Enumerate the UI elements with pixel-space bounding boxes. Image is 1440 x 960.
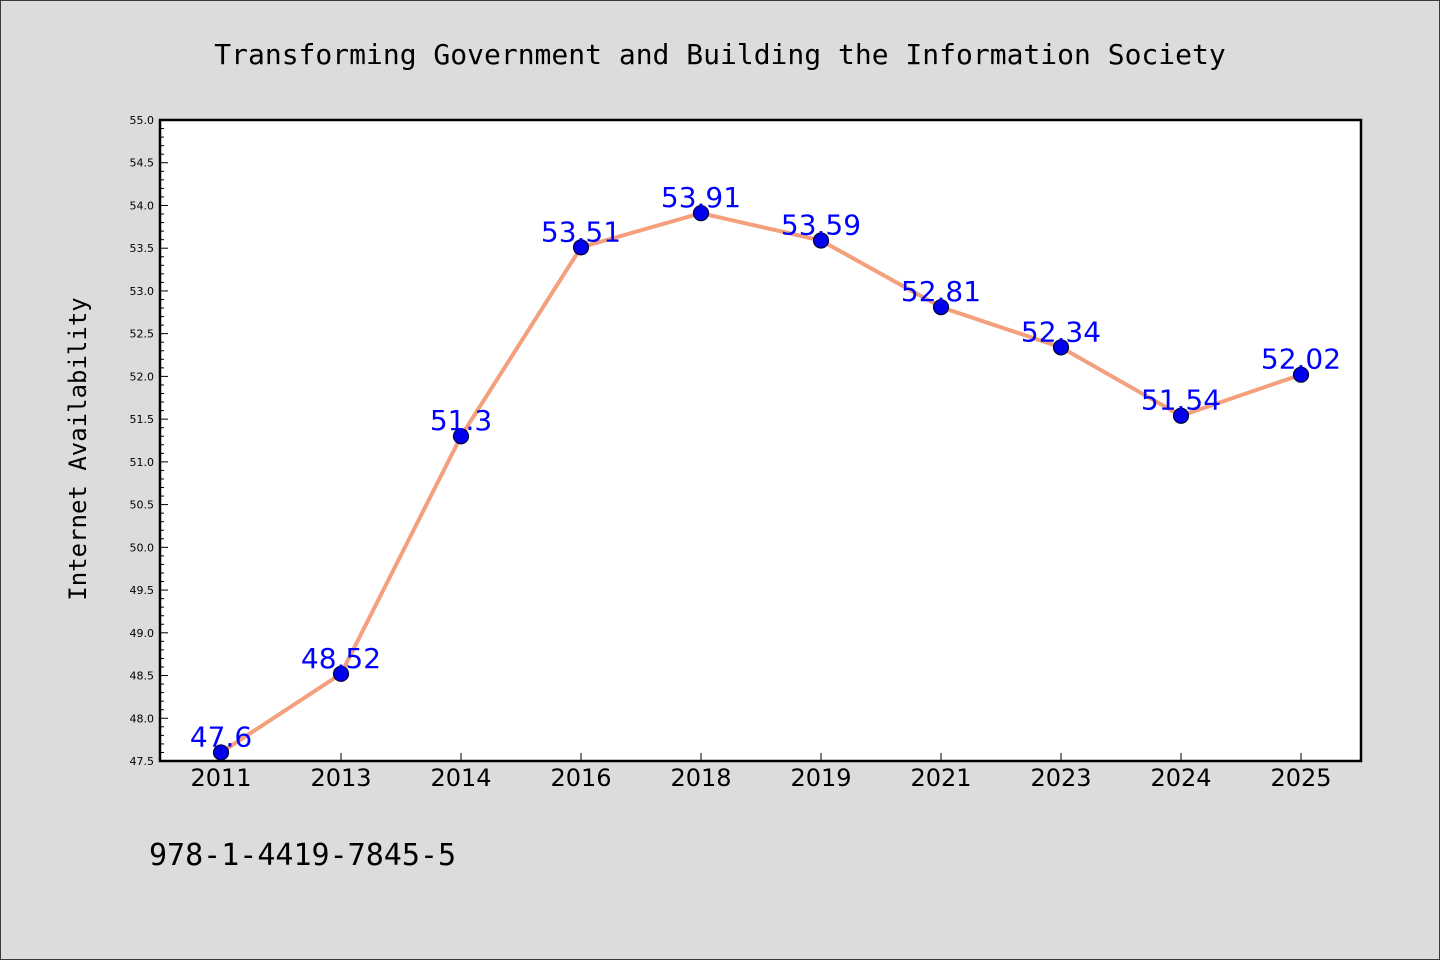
y-tick-label: 50.5 xyxy=(130,499,155,512)
data-label: 47.6 xyxy=(190,720,252,753)
data-point xyxy=(572,239,590,256)
y-tick-label: 54.0 xyxy=(130,199,155,212)
y-tick-label: 52.5 xyxy=(130,328,155,341)
x-tick-label: 2011 xyxy=(190,764,251,792)
x-tick-label: 2023 xyxy=(1030,764,1091,792)
data-label: 53.91 xyxy=(661,181,741,214)
y-axis-label: Internet Availability xyxy=(64,297,92,600)
data-label: 52.81 xyxy=(901,275,981,308)
data-label: 53.59 xyxy=(781,209,861,242)
data-label: 52.34 xyxy=(1021,315,1101,348)
y-tick-label: 53.5 xyxy=(130,242,155,255)
data-point xyxy=(452,428,470,445)
plot-frame xyxy=(158,118,1363,763)
data-label: 53.51 xyxy=(541,215,621,248)
footnote-text: 978-1-4419-7845-5 xyxy=(149,838,456,873)
x-tick-label: 2024 xyxy=(1150,764,1211,792)
x-tick-label: 2018 xyxy=(670,764,731,792)
x-tick-label: 2013 xyxy=(310,764,371,792)
chart-title: Transforming Government and Building the… xyxy=(214,38,1225,71)
y-tick-label: 47.5 xyxy=(130,755,155,768)
data-point xyxy=(812,232,830,249)
x-tick-label: 2021 xyxy=(910,764,971,792)
x-tick-label: 2014 xyxy=(430,764,491,792)
data-point xyxy=(1292,366,1310,383)
data-label: 51.3 xyxy=(430,404,492,437)
data-point xyxy=(1052,339,1070,356)
data-point xyxy=(692,205,710,222)
series-line: 47.6 48.52 51.3 53.51 53.91 53.59 52.81 52.34 51… xyxy=(190,181,1341,761)
y-tick-label: 50.0 xyxy=(130,541,155,554)
y-tick-label: 52.0 xyxy=(130,370,155,383)
y-tick-label: 49.5 xyxy=(130,584,155,597)
y-axis: 47.5 48.0 48.5 49.0 49.5 50.0 50.5 51.0 51.5 52.0… xyxy=(130,114,168,768)
y-tick-label: 55.0 xyxy=(130,114,155,127)
x-tick-label: 2016 xyxy=(550,764,611,792)
data-label: 52.02 xyxy=(1261,343,1341,376)
x-axis: 2011 2013 2014 2016 2018 2019 2021 2023 2024 2025 xyxy=(190,753,1332,792)
data-label: 51.54 xyxy=(1141,384,1221,417)
y-tick-label: 48.0 xyxy=(130,712,155,725)
data-point xyxy=(932,299,950,316)
y-tick-label: 49.0 xyxy=(130,627,155,640)
y-tick-label: 51.0 xyxy=(130,456,155,469)
y-tick-label: 48.5 xyxy=(130,670,155,683)
y-tick-label: 53.0 xyxy=(130,285,155,298)
data-label: 48.52 xyxy=(301,642,381,675)
y-tick-label: 54.5 xyxy=(130,157,155,170)
series-polyline xyxy=(219,211,1303,755)
x-tick-label: 2019 xyxy=(790,764,851,792)
y-tick-label: 51.5 xyxy=(130,413,155,426)
x-tick-label: 2025 xyxy=(1270,764,1331,792)
data-point xyxy=(332,665,350,682)
data-point xyxy=(1172,407,1190,424)
